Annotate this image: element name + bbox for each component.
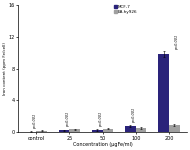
Bar: [36, 131, 47, 132]
X-axis label: Concentration (μgFe/ml): Concentration (μgFe/ml): [73, 142, 132, 147]
Bar: [69, 129, 80, 132]
Bar: [158, 54, 169, 132]
Bar: [169, 125, 180, 132]
Text: p<0.001: p<0.001: [32, 114, 36, 129]
Text: p<0.001: p<0.001: [132, 108, 136, 123]
Bar: [136, 128, 146, 132]
Text: p<0.001: p<0.001: [175, 35, 179, 50]
Bar: [125, 126, 136, 132]
Text: p<0.001: p<0.001: [99, 112, 103, 127]
Bar: [92, 130, 103, 132]
Bar: [103, 129, 113, 132]
Legend: MCF-7, EA.hy926: MCF-7, EA.hy926: [113, 4, 138, 14]
Bar: [59, 130, 69, 132]
Y-axis label: Iron content (ppm Fe/cell): Iron content (ppm Fe/cell): [3, 42, 7, 95]
Text: p<0.001: p<0.001: [66, 112, 70, 127]
